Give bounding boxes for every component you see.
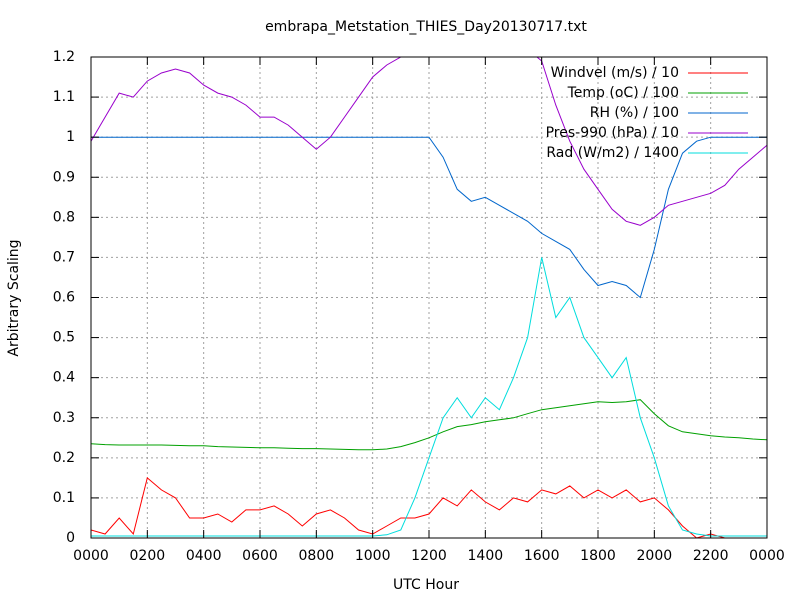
legend-label: Windvel (m/s) / 10: [551, 65, 679, 81]
y-tick-label: 0.4: [53, 370, 75, 386]
x-tick-label: 1000: [355, 548, 391, 564]
x-tick-label: 1400: [468, 548, 504, 564]
legend-label: Rad (W/m2) / 1400: [546, 145, 679, 161]
series-line: [91, 136, 767, 299]
chart-title: embrapa_Metstation_THIES_Day20130717.txt: [265, 19, 587, 35]
x-tick-label: 0000: [73, 548, 109, 564]
y-tick-label: 0.1: [53, 490, 75, 506]
y-axis-label: Arbitrary Scaling: [6, 239, 22, 356]
y-tick-label: 0.7: [53, 249, 75, 265]
series-line: [91, 399, 767, 451]
x-tick-label: 1600: [524, 548, 560, 564]
y-tick-label: 1.2: [53, 49, 75, 65]
y-tick-label: 0.9: [53, 169, 75, 185]
y-tick-label: 0.3: [53, 410, 75, 426]
legend-label: Pres-990 (hPa) / 10: [546, 125, 679, 141]
series-line: [91, 257, 767, 537]
plot-area: [91, 57, 767, 538]
legend-label: Temp (oC) / 100: [567, 85, 679, 101]
x-axis-label: UTC Hour: [393, 577, 459, 593]
x-tick-label: 0400: [186, 548, 222, 564]
x-tick-label: 1800: [580, 548, 616, 564]
series-line: [91, 57, 767, 226]
legend-label: RH (%) / 100: [590, 105, 679, 121]
x-tick-label: 2000: [637, 548, 673, 564]
y-tick-label: 1: [66, 129, 75, 145]
y-tick-label: 0: [66, 530, 75, 546]
x-tick-label: 0200: [130, 548, 166, 564]
y-tick-label: 0.8: [53, 209, 75, 225]
x-tick-label: 2200: [693, 548, 729, 564]
x-tick-label: 0600: [242, 548, 278, 564]
x-tick-label: 0800: [299, 548, 335, 564]
y-tick-label: 0.6: [53, 290, 75, 306]
y-tick-label: 0.5: [53, 330, 75, 346]
y-tick-label: 1.1: [53, 89, 75, 105]
series-line: [91, 476, 767, 538]
x-tick-label: 1200: [411, 548, 447, 564]
y-tick-label: 0.2: [53, 450, 75, 466]
x-tick-label: 0000: [749, 548, 785, 564]
